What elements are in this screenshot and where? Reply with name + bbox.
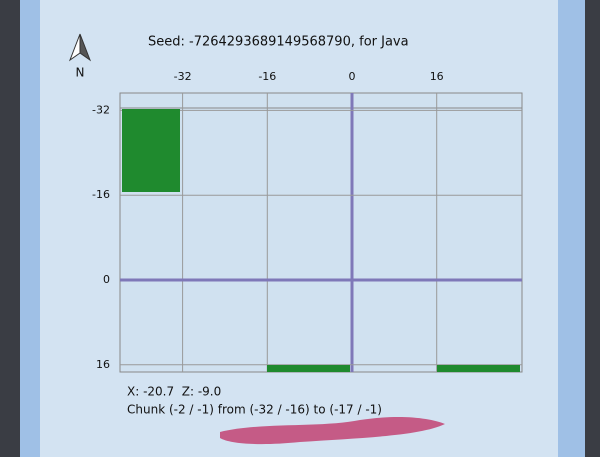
compass: N bbox=[68, 33, 92, 80]
grid bbox=[120, 93, 522, 372]
x-tick-label: 16 bbox=[430, 70, 444, 83]
coords-text: X: -20.7 Z: -9.0 bbox=[127, 385, 221, 399]
slime-chunk bbox=[267, 365, 350, 372]
x-tick-label: -16 bbox=[258, 70, 276, 83]
x-tick-label: -32 bbox=[174, 70, 192, 83]
redaction bbox=[220, 417, 445, 445]
y-tick-label: 16 bbox=[96, 358, 110, 371]
y-tick-label: -16 bbox=[92, 188, 110, 201]
map-area bbox=[119, 92, 523, 373]
x-tick-label: 0 bbox=[349, 70, 356, 83]
compass-label: N bbox=[76, 66, 85, 80]
y-tick-label: -32 bbox=[92, 103, 110, 116]
seed-text: Seed: -7264293689149568790, for Java bbox=[148, 35, 409, 50]
y-tick-label: 0 bbox=[103, 273, 110, 286]
slime-chunk bbox=[437, 365, 520, 372]
slime-chunk bbox=[122, 109, 180, 192]
chunk-text: Chunk (-2 / -1) from (-32 / -16) to (-17… bbox=[127, 403, 382, 417]
